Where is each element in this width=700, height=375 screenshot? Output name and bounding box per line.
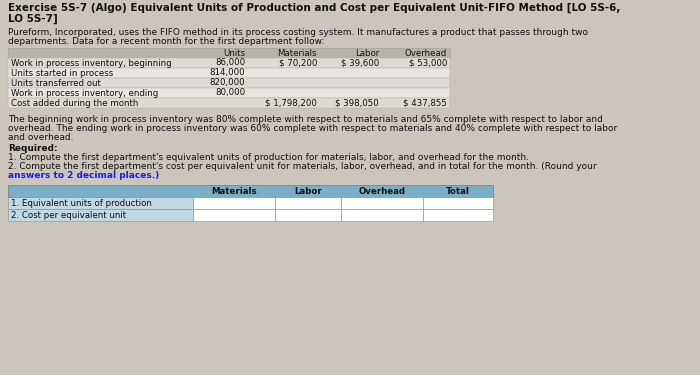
Text: 86,000: 86,000 [215, 58, 245, 68]
Text: $ 39,600: $ 39,600 [341, 58, 379, 68]
Bar [8, 48, 450, 58]
Text: Cost added during the month: Cost added during the month [11, 99, 139, 108]
Bar [193, 209, 275, 221]
Bar [423, 209, 493, 221]
Text: 1. Equivalent units of production: 1. Equivalent units of production [11, 198, 152, 207]
Bar [8, 98, 450, 108]
Text: and overhead.: and overhead. [8, 133, 74, 142]
Bar [8, 197, 193, 209]
Bar [8, 88, 450, 98]
Text: Labor: Labor [355, 48, 379, 57]
Text: 2. Cost per equivalent unit: 2. Cost per equivalent unit [11, 210, 126, 219]
Text: 2. Compute the first department's cost per equivalent unit for materials, labor,: 2. Compute the first department's cost p… [8, 162, 596, 171]
Bar [423, 197, 493, 209]
Bar [8, 58, 450, 68]
Text: overhead. The ending work in process inventory was 60% complete with respect to : overhead. The ending work in process inv… [8, 124, 617, 133]
Bar [341, 209, 423, 221]
Bar [8, 68, 450, 78]
Bar [8, 209, 193, 221]
Bar [275, 197, 341, 209]
Text: Overhead: Overhead [358, 186, 405, 195]
Text: $ 398,050: $ 398,050 [335, 99, 379, 108]
Text: 1. Compute the first department's equivalent units of production for materials, : 1. Compute the first department's equiva… [8, 153, 529, 162]
Bar [193, 197, 275, 209]
Text: Exercise 5S-7 (Algo) Equivalent Units of Production and Cost per Equivalent Unit: Exercise 5S-7 (Algo) Equivalent Units of… [8, 3, 620, 13]
Bar [341, 197, 423, 209]
Text: 80,000: 80,000 [215, 88, 245, 98]
Text: Units transferred out: Units transferred out [11, 78, 101, 87]
Text: Total: Total [446, 186, 470, 195]
Bar [275, 209, 341, 221]
Text: departments. Data for a recent month for the first department follow:: departments. Data for a recent month for… [8, 37, 324, 46]
Text: Required:: Required: [8, 144, 57, 153]
Text: LO 5S-7]: LO 5S-7] [8, 14, 57, 24]
Text: The beginning work in process inventory was 80% complete with respect to materia: The beginning work in process inventory … [8, 115, 603, 124]
Text: answers to 2 decimal places.): answers to 2 decimal places.) [8, 171, 160, 180]
Text: Labor: Labor [294, 186, 322, 195]
Text: $ 437,855: $ 437,855 [403, 99, 447, 108]
Text: Units: Units [223, 48, 245, 57]
Text: Pureform, Incorporated, uses the FIFO method in its process costing system. It m: Pureform, Incorporated, uses the FIFO me… [8, 28, 588, 37]
Text: $ 1,798,200: $ 1,798,200 [265, 99, 317, 108]
Bar [8, 78, 450, 88]
Text: Work in process inventory, ending: Work in process inventory, ending [11, 88, 158, 98]
Text: Materials: Materials [277, 48, 317, 57]
Text: $ 70,200: $ 70,200 [279, 58, 317, 68]
Text: Units started in process: Units started in process [11, 69, 113, 78]
Text: Work in process inventory, beginning: Work in process inventory, beginning [11, 58, 171, 68]
Text: Materials: Materials [211, 186, 257, 195]
Text: 814,000: 814,000 [209, 69, 245, 78]
Text: $ 53,000: $ 53,000 [409, 58, 447, 68]
Text: Overhead: Overhead [405, 48, 447, 57]
Bar [8, 185, 493, 197]
Text: 820,000: 820,000 [209, 78, 245, 87]
